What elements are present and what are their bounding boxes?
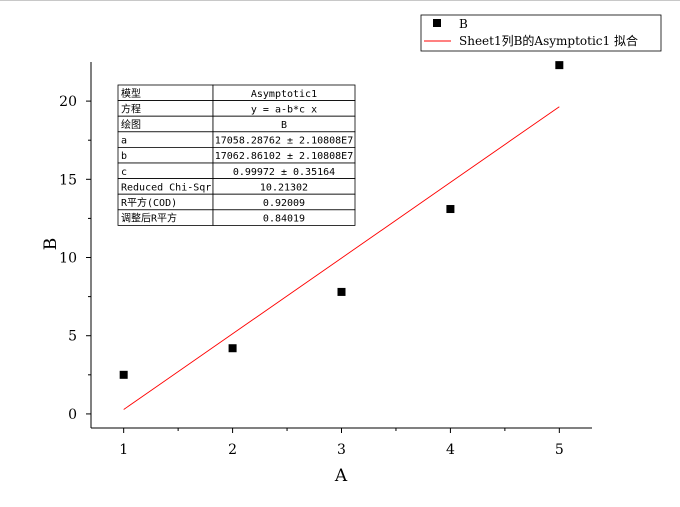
x-tick-label: 1 [119, 442, 128, 458]
axis-ticks: 1 2 3 4 5 0 5 10 15 20 [59, 94, 564, 458]
fit-table-label-cell [117, 146, 214, 164]
window-top-border [0, 0, 680, 1]
fit-table-value: 10.21302 [260, 182, 308, 193]
fit-table-row: b 17062.86102 ± 2.10808E7 [117, 146, 356, 164]
y-tick-label: 15 [59, 172, 77, 188]
fit-table-label: c [121, 167, 127, 178]
fit-table-row: a 17058.28762 ± 2.10808E7 [117, 131, 356, 148]
legend-box [420, 14, 662, 52]
x-tick-label: 4 [446, 442, 455, 458]
y-tick-label: 5 [68, 329, 77, 345]
legend-marker-square [433, 19, 441, 27]
fit-table-label: 绘图 [121, 118, 141, 131]
x-tick-label: 5 [555, 442, 564, 458]
data-point [228, 344, 237, 353]
fit-table-value: B [281, 120, 287, 131]
fit-table-row: 调整后R平方 0.84019 [117, 209, 356, 226]
x-axis-label: A [334, 466, 348, 486]
fit-table-label: R平方(COD) [121, 196, 177, 209]
fit-table-value: 17058.28762 ± 2.10808E7 [215, 136, 353, 147]
fit-table-row: R平方(COD) 0.92009 [117, 193, 356, 211]
fit-table-row: 方程 y = a-b*c x [117, 100, 356, 117]
fit-table-label: Reduced Chi-Sqr [121, 182, 211, 193]
y-axis-label: B [41, 238, 61, 251]
data-point [119, 370, 128, 379]
data-point [337, 287, 346, 296]
data-point [446, 205, 455, 214]
fit-table-label-cell [117, 131, 214, 148]
legend: B Sheet1列B的Asymptotic1 拟合 [420, 14, 662, 52]
fit-table-value: 0.99972 ± 0.35164 [233, 167, 335, 178]
fit-table-row: c 0.99972 ± 0.35164 [117, 162, 356, 180]
fit-table-value: 0.84019 [263, 214, 305, 225]
fit-table-label: 方程 [121, 102, 141, 115]
fit-table-value: Asymptotic1 [251, 89, 317, 100]
fit-table-value: y = a-b*c x [251, 104, 317, 115]
data-point [555, 61, 564, 70]
y-tick-label: 0 [68, 407, 77, 423]
fit-table-value-cell [212, 209, 356, 226]
fit-table-row: 模型 Asymptotic1 [117, 84, 356, 102]
fit-table-row: 绘图 B [117, 115, 356, 133]
fit-curve [123, 106, 560, 410]
x-tick-label: 3 [337, 442, 346, 458]
fit-parameter-table: 模型 Asymptotic1 方程 y = a-b*c x 绘图 Ba 17058.2876… [117, 84, 356, 226]
fit-table-label-cell [117, 162, 214, 180]
fit-table-row: Reduced Chi-Sqr 10.21302 [117, 178, 356, 195]
fit-table-value: 0.92009 [263, 198, 305, 209]
chart-marks [119, 61, 564, 410]
y-tick-label: 10 [59, 251, 77, 267]
x-tick-label: 2 [228, 442, 237, 458]
legend-label-fit: Sheet1列B的Asymptotic1 拟合 [459, 33, 638, 48]
fit-table-label: b [121, 151, 127, 162]
fit-table-label: a [121, 136, 127, 147]
legend-label-scatter: B [459, 17, 468, 31]
fit-table-value: 17062.86102 ± 2.10808E7 [215, 151, 353, 162]
fit-table-label: 调整后R平方 [121, 212, 177, 225]
y-tick-label: 20 [59, 94, 77, 110]
fit-table-label: 模型 [121, 87, 141, 100]
